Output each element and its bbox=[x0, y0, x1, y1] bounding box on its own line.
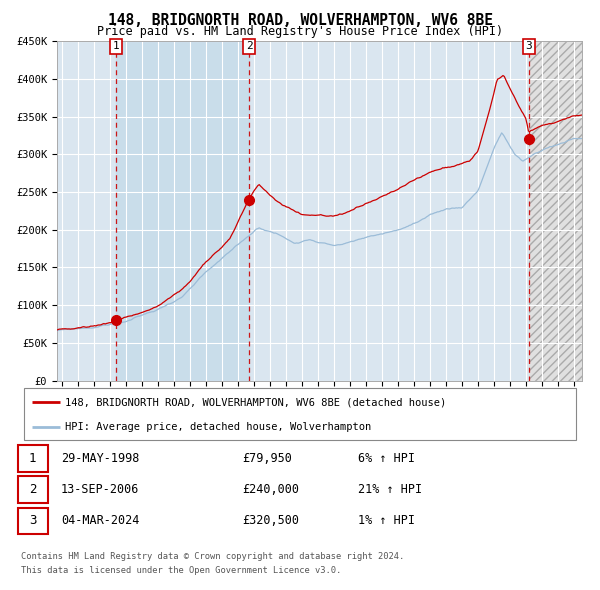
Text: 3: 3 bbox=[526, 41, 532, 51]
Text: 04-MAR-2024: 04-MAR-2024 bbox=[61, 514, 139, 527]
Text: 1: 1 bbox=[113, 41, 119, 51]
Text: 2: 2 bbox=[246, 41, 253, 51]
Text: 13-SEP-2006: 13-SEP-2006 bbox=[61, 483, 139, 496]
Text: Price paid vs. HM Land Registry's House Price Index (HPI): Price paid vs. HM Land Registry's House … bbox=[97, 25, 503, 38]
Bar bbox=[529, 41, 582, 381]
Text: 21% ↑ HPI: 21% ↑ HPI bbox=[358, 483, 422, 496]
Text: £79,950: £79,950 bbox=[242, 452, 292, 465]
Text: 1% ↑ HPI: 1% ↑ HPI bbox=[358, 514, 415, 527]
Text: £320,500: £320,500 bbox=[242, 514, 299, 527]
Text: 29-MAY-1998: 29-MAY-1998 bbox=[61, 452, 139, 465]
FancyBboxPatch shape bbox=[18, 445, 48, 472]
Text: 6% ↑ HPI: 6% ↑ HPI bbox=[358, 452, 415, 465]
Text: Contains HM Land Registry data © Crown copyright and database right 2024.: Contains HM Land Registry data © Crown c… bbox=[21, 552, 404, 561]
Text: 1: 1 bbox=[29, 452, 37, 465]
FancyBboxPatch shape bbox=[24, 388, 576, 440]
Text: 148, BRIDGNORTH ROAD, WOLVERHAMPTON, WV6 8BE: 148, BRIDGNORTH ROAD, WOLVERHAMPTON, WV6… bbox=[107, 13, 493, 28]
Text: HPI: Average price, detached house, Wolverhampton: HPI: Average price, detached house, Wolv… bbox=[65, 422, 371, 431]
Bar bbox=[529, 4, 582, 381]
Text: £240,000: £240,000 bbox=[242, 483, 299, 496]
Text: 148, BRIDGNORTH ROAD, WOLVERHAMPTON, WV6 8BE (detached house): 148, BRIDGNORTH ROAD, WOLVERHAMPTON, WV6… bbox=[65, 397, 446, 407]
Text: This data is licensed under the Open Government Licence v3.0.: This data is licensed under the Open Gov… bbox=[21, 566, 341, 575]
Text: 3: 3 bbox=[29, 514, 37, 527]
FancyBboxPatch shape bbox=[18, 477, 48, 503]
FancyBboxPatch shape bbox=[18, 507, 48, 534]
Bar bbox=[116, 41, 249, 381]
Text: 2: 2 bbox=[29, 483, 37, 496]
